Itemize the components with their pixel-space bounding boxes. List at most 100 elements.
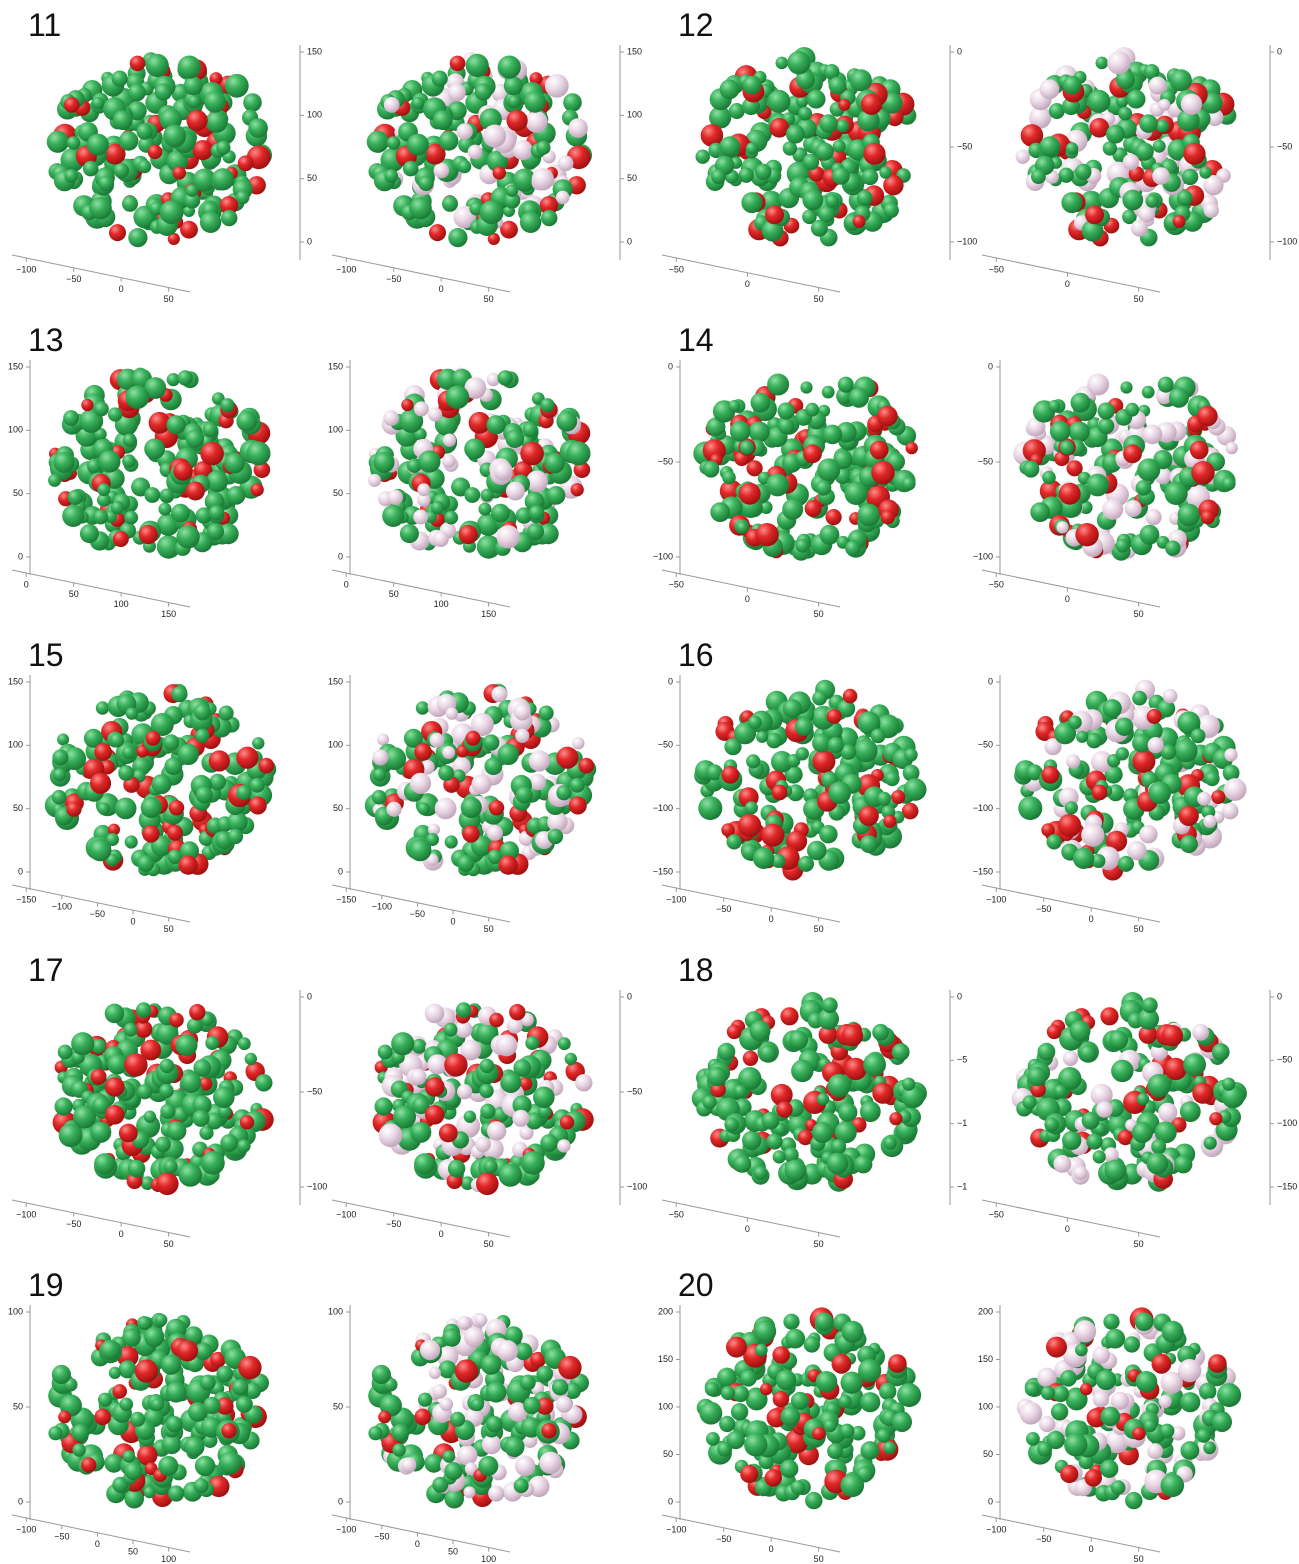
sphere bbox=[766, 1133, 782, 1149]
sphere bbox=[87, 134, 109, 156]
sphere bbox=[1123, 154, 1139, 170]
sphere bbox=[1144, 1419, 1157, 1432]
h-tick-label: 0 bbox=[451, 917, 456, 927]
sphere bbox=[1183, 143, 1205, 165]
sphere bbox=[862, 169, 878, 185]
v-tick-label: −100 bbox=[1277, 236, 1297, 246]
sphere bbox=[520, 1375, 536, 1391]
sphere bbox=[838, 99, 850, 111]
sphere bbox=[122, 1328, 141, 1347]
sphere bbox=[379, 1123, 403, 1147]
sphere bbox=[247, 441, 271, 465]
sphere bbox=[815, 1313, 834, 1332]
sphere bbox=[1147, 1153, 1169, 1175]
sphere bbox=[745, 801, 758, 814]
h-tick-label: −50 bbox=[989, 1209, 1004, 1219]
sphere bbox=[541, 210, 557, 226]
sphere bbox=[444, 511, 458, 525]
sphere bbox=[1140, 525, 1160, 545]
h-tick-label: 0 bbox=[745, 279, 750, 289]
sphere bbox=[1192, 1083, 1213, 1104]
sphere bbox=[109, 224, 126, 241]
sphere bbox=[487, 825, 503, 841]
h-tick-label: −50 bbox=[669, 1209, 684, 1219]
sphere bbox=[401, 1457, 416, 1472]
sphere bbox=[200, 1375, 216, 1391]
sphere bbox=[803, 444, 822, 463]
sphere bbox=[216, 1366, 233, 1383]
sphere bbox=[444, 1462, 462, 1480]
sphere bbox=[240, 1115, 254, 1129]
sphere bbox=[1191, 729, 1206, 744]
sphere bbox=[375, 1097, 393, 1115]
sphere bbox=[1197, 1429, 1211, 1443]
h-tick-label: 0 bbox=[745, 1224, 750, 1234]
sphere bbox=[1087, 374, 1109, 396]
sphere bbox=[368, 474, 381, 487]
horizontal-axis bbox=[332, 1200, 510, 1237]
v-tick-label: 100 bbox=[8, 1306, 23, 1316]
sphere bbox=[1082, 1112, 1100, 1130]
sphere bbox=[767, 374, 789, 396]
sphere bbox=[93, 510, 108, 525]
sphere bbox=[228, 829, 243, 844]
sphere bbox=[171, 504, 190, 523]
sphere bbox=[488, 1485, 504, 1501]
sphere bbox=[393, 1105, 416, 1128]
sphere bbox=[124, 1023, 138, 1037]
sphere bbox=[480, 200, 504, 224]
sphere bbox=[1109, 1030, 1128, 1049]
sphere bbox=[136, 1002, 152, 1018]
sphere bbox=[557, 1139, 570, 1152]
sphere bbox=[176, 1034, 198, 1056]
sphere bbox=[80, 524, 99, 543]
h-tick-label: 50 bbox=[484, 294, 494, 304]
sphere bbox=[1066, 142, 1078, 154]
sphere bbox=[539, 1452, 561, 1474]
v-tick-label: −100 bbox=[973, 803, 993, 813]
sphere bbox=[167, 1121, 186, 1140]
sphere bbox=[243, 93, 262, 112]
sphere bbox=[500, 1072, 521, 1093]
v-tick-label: 50 bbox=[307, 173, 317, 183]
v-tick-label: −50 bbox=[978, 456, 993, 466]
sphere bbox=[506, 430, 524, 448]
sphere bbox=[457, 1316, 471, 1330]
sphere bbox=[113, 110, 133, 130]
sphere bbox=[755, 1344, 768, 1357]
sphere bbox=[498, 370, 513, 385]
sphere bbox=[461, 797, 482, 818]
h-tick-label: −50 bbox=[374, 1532, 389, 1542]
sphere bbox=[571, 483, 584, 496]
sphere bbox=[499, 855, 518, 874]
sphere bbox=[48, 474, 61, 487]
sphere bbox=[520, 212, 541, 233]
sphere bbox=[425, 1004, 445, 1024]
sphere bbox=[1101, 1407, 1120, 1426]
sphere bbox=[789, 1030, 808, 1049]
v-tick-label: 150 bbox=[658, 1354, 673, 1364]
horizontal-axis bbox=[12, 570, 190, 607]
sphere bbox=[1018, 796, 1042, 820]
sphere bbox=[144, 1486, 156, 1498]
sphere bbox=[178, 56, 201, 79]
sphere bbox=[137, 1084, 152, 1099]
v-tick-label: −100 bbox=[627, 1181, 647, 1191]
sphere bbox=[1041, 1386, 1055, 1400]
v-tick-label: 50 bbox=[627, 173, 637, 183]
h-tick-label: 50 bbox=[128, 1547, 138, 1557]
sphere bbox=[466, 731, 481, 746]
sphere bbox=[783, 699, 802, 718]
sphere bbox=[251, 483, 264, 496]
sphere bbox=[122, 196, 138, 212]
v-tick-label: 100 bbox=[658, 1401, 673, 1411]
v-tick-label: −50 bbox=[957, 141, 972, 151]
sphere bbox=[124, 511, 138, 525]
sphere bbox=[1226, 442, 1238, 454]
sphere bbox=[59, 1123, 83, 1147]
sphere bbox=[516, 786, 533, 803]
sphere bbox=[849, 388, 869, 408]
h-tick-label: 50 bbox=[484, 924, 494, 934]
h-tick-label: 0 bbox=[119, 1229, 124, 1239]
horizontal-axis bbox=[12, 1200, 190, 1237]
